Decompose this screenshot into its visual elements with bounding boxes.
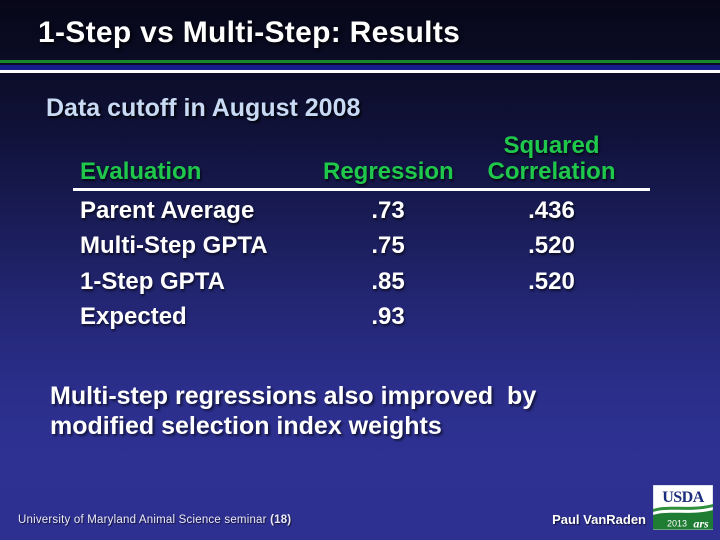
statement-line2: modified selection index weights: [50, 412, 442, 440]
cell-evaluation: 1-Step GPTA: [80, 267, 225, 295]
slide-title: 1-Step vs Multi-Step: Results: [38, 16, 461, 49]
table-header-squared-correlation: Squared Correlation: [453, 133, 650, 185]
statement: Multi-step regressions also improved by …: [50, 381, 536, 441]
table-row: Expected .93: [73, 300, 650, 336]
cell-regression: .93: [371, 303, 405, 331]
cell-regression: .73: [371, 196, 405, 224]
footer-author: Paul VanRaden: [552, 512, 646, 527]
cell-evaluation: Expected: [80, 303, 187, 331]
cell-regression: .85: [371, 267, 405, 295]
table-header-squared-line2: Correlation: [487, 158, 616, 185]
table-header-row: Evaluation Regression Squared Correlatio…: [73, 133, 650, 191]
cell-evaluation: Parent Average: [80, 196, 255, 224]
usda-logo-org-text: USDA: [662, 489, 705, 506]
cell-regression: .75: [371, 232, 405, 260]
table-header-evaluation: Evaluation: [80, 158, 202, 185]
cell-squared-correlation: .520: [528, 267, 575, 295]
usda-logo-ars-text: ars: [693, 517, 709, 531]
usda-logo-hill-upper: [653, 504, 713, 512]
cell-squared-correlation: .520: [528, 232, 575, 260]
table-header-regression: Regression: [323, 158, 454, 185]
results-table: Evaluation Regression Squared Correlatio…: [73, 133, 650, 335]
usda-logo-graphic: USDA 2013 ars: [652, 484, 714, 531]
statement-line1: Multi-step regressions also improved by: [50, 382, 537, 410]
subtitle: Data cutoff in August 2008: [46, 94, 361, 122]
usda-logo-hill-lower: [653, 510, 713, 530]
cell-squared-correlation: .436: [528, 196, 575, 224]
usda-logo-year-text: 2013: [667, 519, 687, 529]
title-rule-white: [0, 70, 720, 73]
table-header-squared-line1: Squared: [503, 132, 600, 159]
footer-seminar-credit: University of Maryland Animal Science se…: [18, 514, 291, 526]
footer-slide-number: (18): [270, 514, 292, 526]
cell-evaluation: Multi-Step GPTA: [80, 232, 268, 260]
title-rule-green: [0, 60, 720, 63]
table-body: Parent Average .73 .436 Multi-Step GPTA …: [73, 191, 650, 335]
table-row: Parent Average .73 .436: [73, 193, 650, 229]
table-row: Multi-Step GPTA .75 .520: [73, 229, 650, 265]
footer-seminar-text: University of Maryland Animal Science se…: [18, 514, 271, 526]
usda-logo: USDA 2013 ars: [652, 484, 714, 531]
title-rule-blue: [0, 65, 720, 70]
table-row: 1-Step GPTA .85 .520: [73, 264, 650, 300]
